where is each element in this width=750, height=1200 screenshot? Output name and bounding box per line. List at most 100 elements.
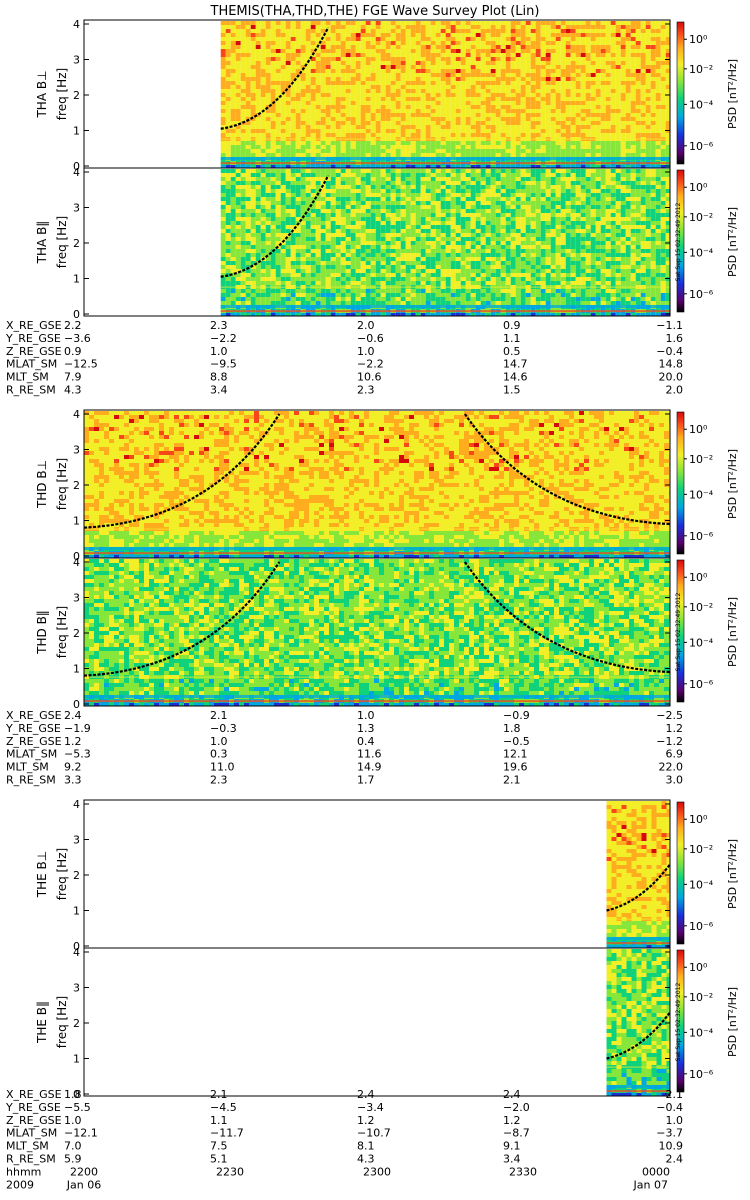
- probe-group-tha: 0 1 2 3 4 THA B⊥ freq [Hz] 10⁰ 10⁻² 10⁻⁴ 10⁻⁶ PSD […: [5, 18, 739, 397]
- ephemeris-row-label: MLT_SM: [6, 1140, 49, 1153]
- time-axis: hhmm 2200 2230 2300 2330 0000 2009 Jan 06 Jan 07: [6, 1165, 670, 1191]
- ephemeris-value: 3.4: [210, 384, 228, 397]
- frequency-band: [606, 1066, 670, 1068]
- colorbar-label: PSD [nT²/Hz]: [726, 597, 739, 667]
- frequency-band: [84, 676, 670, 678]
- ephemeris-value: 1.2: [666, 722, 684, 735]
- colorbar-tick-label: 10⁻⁶: [689, 288, 714, 301]
- time-tick-label: 2200: [70, 1165, 98, 1178]
- ephemeris-value: 0.5: [503, 345, 521, 358]
- ephemeris-value: 8.1: [357, 1140, 375, 1153]
- ephemeris-value: 19.6: [503, 761, 528, 774]
- colorbar-tick-label: 10⁻⁴: [689, 636, 714, 649]
- ephemeris-value: 1.0: [666, 1114, 684, 1127]
- ephemeris-value: −10.7: [357, 1127, 391, 1140]
- gyrofrequency-curve: [606, 1011, 671, 1060]
- time-tick-label: 0000: [642, 1165, 670, 1178]
- ephemeris-value: −9.5: [210, 358, 237, 371]
- ephemeris-value: 1.6: [666, 332, 684, 345]
- ephemeris-value: −2.2: [210, 332, 237, 345]
- ephemeris-value: −0.4: [656, 345, 683, 358]
- ephemeris-value: −5.5: [64, 1101, 91, 1114]
- ephemeris-value: 2.4: [503, 1088, 521, 1101]
- ephemeris-value: 2.2: [64, 319, 82, 332]
- y-tick-label: 3: [73, 834, 80, 847]
- y-tick-label: 0: [73, 550, 80, 563]
- y-tick-label: 3: [73, 444, 80, 457]
- ephemeris-value: 2.1: [210, 709, 228, 722]
- y-tick-label: 2: [73, 1017, 80, 1030]
- ephemeris-row-label: R_RE_SM: [6, 384, 56, 397]
- ephemeris-value: −0.9: [503, 709, 530, 722]
- ephemeris-value: 20.0: [659, 371, 684, 384]
- colorbar-tick-label: 10⁰: [689, 181, 708, 194]
- ephemeris-value: 11.0: [210, 761, 235, 774]
- ephemeris-value: −0.4: [656, 1101, 683, 1114]
- ephemeris-value: 1.2: [64, 735, 82, 748]
- panel-frame: [83, 947, 671, 1097]
- colorbar-tick-label: 10⁻⁴: [689, 1026, 714, 1039]
- y-tick-label: 1: [73, 663, 80, 676]
- ephemeris-row-label: Z_RE_GSE: [6, 735, 62, 748]
- colorbar-tick-label: 10⁻²: [689, 843, 713, 856]
- time-tick-label: 2230: [216, 1165, 244, 1178]
- ephemeris-value: 3.3: [64, 774, 82, 787]
- ephemeris-row-label: Z_RE_GSE: [6, 1114, 62, 1127]
- end-date-label: Jan 07: [633, 1178, 668, 1191]
- ephemeris-value: 14.9: [357, 761, 382, 774]
- ephemeris-value: 2.4: [64, 709, 82, 722]
- ephemeris-value: 2.0: [357, 319, 375, 332]
- panel-frame: [83, 167, 671, 317]
- ephemeris-row-label: Y_RE_GSE: [5, 722, 61, 735]
- ephemeris-row-label: X_RE_GSE: [6, 1088, 62, 1101]
- panel-frame: [83, 799, 671, 949]
- colorbar-tick-label: 10⁰: [689, 33, 708, 46]
- colorbar-tick-label: 10⁻⁶: [689, 678, 714, 691]
- frequency-band: [220, 286, 670, 288]
- y-tick-label: 0: [73, 940, 80, 953]
- colorbar-tick-label: 10⁻⁶: [689, 140, 714, 153]
- timestamp: Sat Sep 15 02:32:49 2012: [675, 593, 682, 672]
- y-axis-label: freq [Hz]: [55, 68, 69, 120]
- ephemeris-row-label: MLT_SM: [6, 761, 49, 774]
- ephemeris-value: −1.2: [656, 735, 683, 748]
- ephemeris-value: −3.6: [64, 332, 91, 345]
- ephemeris-value: −2.5: [656, 709, 683, 722]
- ephemeris-row-label: MLAT_SM: [6, 358, 57, 371]
- y-tick-label: 2: [73, 237, 80, 250]
- y-tick-label: 2: [73, 869, 80, 882]
- ephemeris-value: 1.8: [503, 722, 521, 735]
- ephemeris-value: 2.1: [666, 1088, 684, 1101]
- y-tick-label: 3: [73, 202, 80, 215]
- ephemeris-row-label: Y_RE_GSE: [5, 332, 61, 345]
- ephemeris-value: 1.1: [503, 332, 521, 345]
- ephemeris-value: 2.1: [503, 774, 521, 787]
- ephemeris-value: −1.9: [64, 722, 91, 735]
- frequency-band: [606, 1084, 670, 1088]
- ephemeris-value: 1.0: [210, 345, 228, 358]
- ephemeris-row-label: MLAT_SM: [6, 1127, 57, 1140]
- y-axis-label: freq [Hz]: [55, 458, 69, 510]
- y-tick-label: 3: [73, 982, 80, 995]
- spectrogram-panel-the-perp: 0 1 2 3 4 THE B⊥ freq [Hz] 10⁰ 10⁻² 10⁻⁴ 10⁻⁶ PSD […: [35, 798, 739, 953]
- ephemeris-value: 1.8: [64, 1088, 82, 1101]
- y-tick-label: 4: [73, 18, 80, 31]
- colorbar: [676, 949, 685, 1093]
- frequency-band: [84, 546, 670, 550]
- spectrogram-cells: [84, 411, 670, 558]
- time-row-label: hhmm: [6, 1165, 41, 1178]
- ephemeris-value: 14.6: [503, 371, 528, 384]
- y-tick-label: 1: [73, 125, 80, 138]
- timestamp: Sat Sep 15 02:32:49 2012: [675, 203, 682, 282]
- timestamp: Sat Sep 15 02:32:49 2012: [675, 983, 682, 1062]
- spectrogram-panel-thd-par: 0 1 2 3 4 THD B‖ freq [Hz] 10⁰ 10⁻² 10⁻⁴ 10⁻⁶ PSD […: [35, 556, 739, 711]
- time-tick-label: 2330: [509, 1165, 537, 1178]
- ephemeris-value: −5.3: [64, 748, 91, 761]
- ephemeris-value: 2.3: [210, 774, 228, 787]
- colorbar-label: PSD [nT²/Hz]: [726, 987, 739, 1057]
- y-tick-label: 3: [73, 592, 80, 605]
- frequency-band: [220, 310, 670, 313]
- y-tick-label: 0: [73, 1088, 80, 1101]
- spectrogram-cells: [84, 559, 670, 706]
- ephemeris-value: 1.0: [64, 1114, 82, 1127]
